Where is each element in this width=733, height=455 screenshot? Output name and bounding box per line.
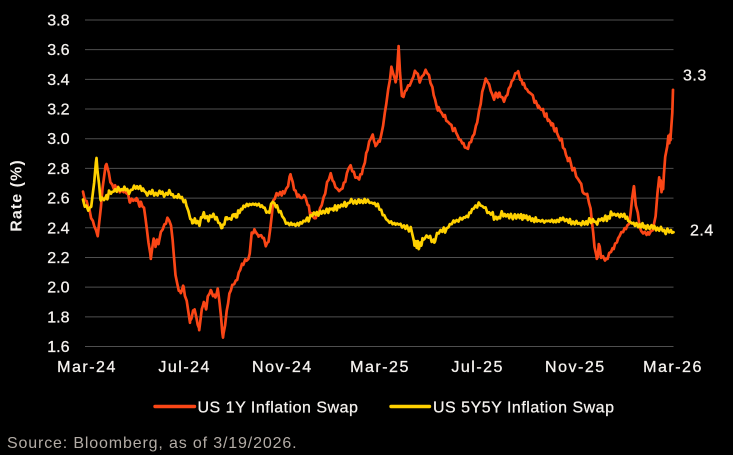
svg-text:2.4: 2.4 [47,220,69,237]
svg-text:1.8: 1.8 [47,309,69,326]
svg-text:3.4: 3.4 [47,72,69,89]
svg-text:Source: Bloomberg, as of 3/19/: Source: Bloomberg, as of 3/19/2026. [7,435,297,452]
svg-text:US 1Y Inflation Swap: US 1Y Inflation Swap [198,400,359,417]
svg-text:Jul-25: Jul-25 [451,359,504,376]
svg-text:2.8: 2.8 [47,161,69,178]
svg-text:Nov-24: Nov-24 [252,359,313,376]
svg-text:US 5Y5Y Inflation Swap: US 5Y5Y Inflation Swap [433,400,614,417]
svg-text:Rate (%): Rate (%) [9,159,26,231]
svg-text:Nov-25: Nov-25 [545,359,606,376]
svg-text:2.2: 2.2 [47,250,69,267]
svg-text:3.8: 3.8 [47,13,69,30]
svg-text:2.0: 2.0 [47,280,69,297]
svg-text:3.0: 3.0 [47,131,69,148]
svg-text:Jul-24: Jul-24 [158,359,211,376]
svg-text:3.2: 3.2 [47,102,69,119]
svg-text:Mar-24: Mar-24 [57,359,117,376]
svg-text:3.6: 3.6 [47,42,69,59]
svg-text:Mar-26: Mar-26 [643,359,703,376]
svg-text:2.6: 2.6 [47,191,69,208]
svg-text:3.3: 3.3 [683,68,707,85]
svg-text:1.6: 1.6 [47,339,69,356]
svg-text:2.4: 2.4 [690,223,714,240]
svg-text:Mar-25: Mar-25 [350,359,410,376]
